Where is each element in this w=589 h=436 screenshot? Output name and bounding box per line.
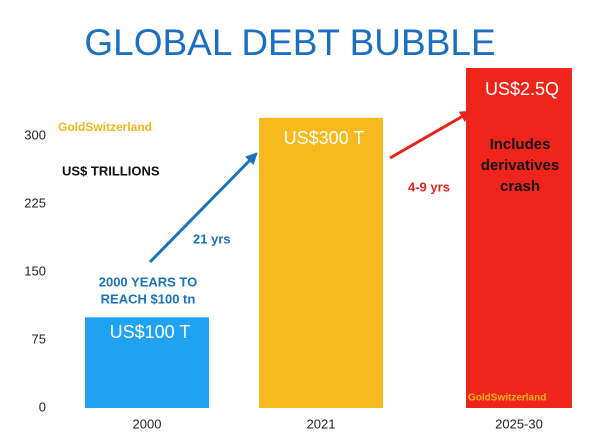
note: REACH $100 tn [101, 291, 196, 306]
x-tick-label: 2025-30 [495, 416, 543, 431]
note: Includes [490, 136, 551, 153]
note: crash [500, 178, 540, 195]
note: derivatives [481, 157, 559, 174]
bar [259, 117, 383, 408]
y-tick-label: 150 [24, 263, 46, 278]
y-tick-label: 75 [32, 331, 46, 346]
arrow [389, 110, 473, 160]
y-tick-label: 0 [39, 399, 46, 414]
x-tick-label: 2021 [307, 416, 336, 431]
x-tick-label: 2000 [133, 416, 162, 431]
y-tick-label: 225 [24, 195, 46, 210]
bar [466, 68, 572, 408]
arrow-label: 21 yrs [193, 231, 231, 246]
y-tick-label: 300 [24, 127, 46, 142]
bar [85, 317, 209, 408]
bar-label: US$100 T [110, 322, 191, 342]
arrow [148, 152, 258, 264]
watermark: GoldSwitzerland [468, 393, 546, 404]
unit-label: US$ TRILLIONS [62, 163, 160, 178]
bar-label: US$2.5Q [485, 79, 559, 99]
arrow-label: 4-9 yrs [408, 179, 450, 194]
plot [85, 68, 572, 408]
chart-title: GLOBAL DEBT BUBBLE [84, 22, 495, 63]
bar-label: US$300 T [284, 128, 365, 148]
note: 2000 YEARS TO [99, 274, 198, 289]
watermark: GoldSwitzerland [58, 120, 152, 134]
